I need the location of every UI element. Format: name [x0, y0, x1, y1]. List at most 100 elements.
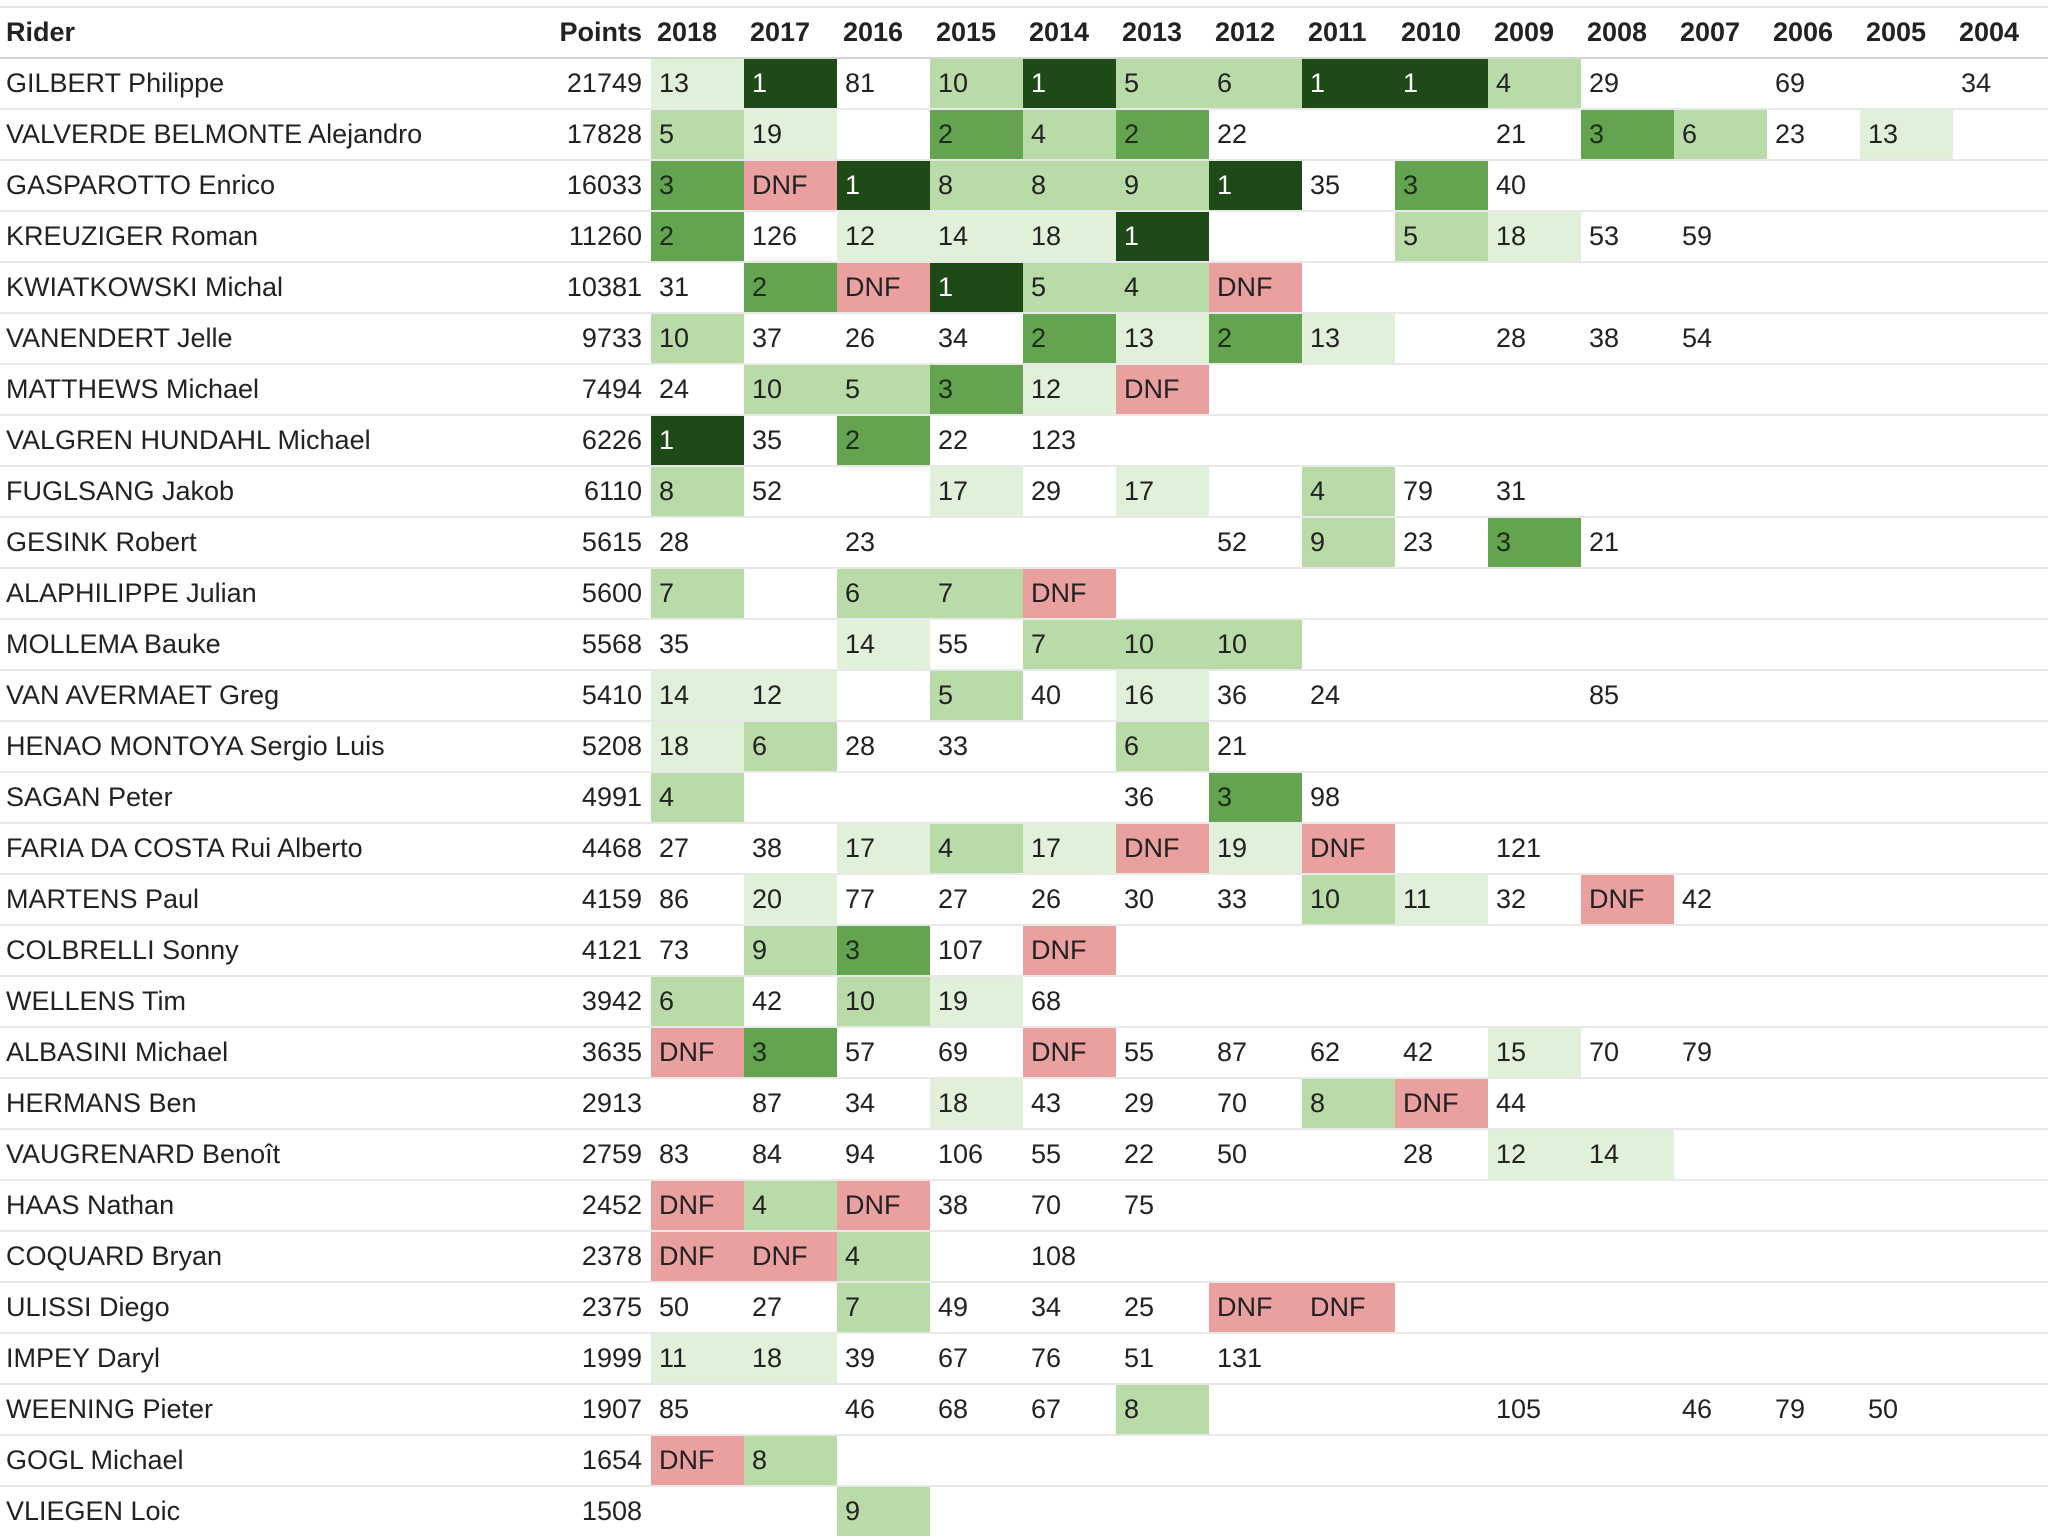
rider-name-link[interactable]: ALBASINI Michael	[0, 1026, 529, 1078]
result-cell	[1302, 1179, 1395, 1231]
result-cell	[1581, 975, 1674, 1027]
result-cell: 40	[1023, 669, 1116, 721]
rider-name-link[interactable]: VAUGRENARD Benoît	[0, 1128, 529, 1180]
result-cell: DNF	[651, 1230, 744, 1282]
result-cell	[1674, 1281, 1767, 1333]
rider-name-link[interactable]: MATTHEWS Michael	[0, 363, 529, 415]
points-cell: 5410	[529, 669, 651, 721]
column-header-year[interactable]: 2012	[1209, 8, 1302, 59]
result-cell	[1767, 1128, 1860, 1180]
result-cell	[1860, 1179, 1953, 1231]
rider-name-link[interactable]: VANENDERT Jelle	[0, 312, 529, 364]
result-cell: 68	[1023, 975, 1116, 1027]
result-cell	[1953, 516, 2048, 568]
result-cell	[1488, 1179, 1581, 1231]
rider-name-link[interactable]: WEENING Pieter	[0, 1383, 529, 1435]
column-header-year[interactable]: 2014	[1023, 8, 1116, 59]
result-cell: 11	[651, 1332, 744, 1384]
column-header-year[interactable]: 2008	[1581, 8, 1674, 59]
rider-name-link[interactable]: KREUZIGER Roman	[0, 210, 529, 262]
result-cell	[1767, 414, 1860, 466]
rider-name-link[interactable]: COLBRELLI Sonny	[0, 924, 529, 976]
column-header-year[interactable]: 2006	[1767, 8, 1860, 59]
rider-name-link[interactable]: VALVERDE BELMONTE Alejandro	[0, 108, 529, 160]
column-header-year[interactable]: 2009	[1488, 8, 1581, 59]
result-cell	[1488, 1230, 1581, 1282]
column-header-year[interactable]: 2004	[1953, 8, 2048, 59]
result-cell: 50	[1209, 1128, 1302, 1180]
table-row: MATTHEWS Michael 7494 24 10 5 3 12 DNF	[0, 363, 2048, 415]
result-cell	[1860, 465, 1953, 517]
result-cell	[1302, 924, 1395, 976]
rider-name-link[interactable]: MARTENS Paul	[0, 873, 529, 925]
column-header-year[interactable]: 2007	[1674, 8, 1767, 59]
result-cell: 1	[1209, 159, 1302, 211]
result-cell: DNF	[837, 1179, 930, 1231]
column-header-year[interactable]: 2018	[651, 8, 744, 59]
result-cell: 33	[1209, 873, 1302, 925]
result-cell	[1860, 1281, 1953, 1333]
result-cell: 4	[1488, 57, 1581, 109]
rider-name-link[interactable]: WELLENS Tim	[0, 975, 529, 1027]
result-cell: 57	[837, 1026, 930, 1078]
rider-name-link[interactable]: HERMANS Ben	[0, 1077, 529, 1129]
rider-name-link[interactable]: GILBERT Philippe	[0, 57, 529, 109]
table-row: VANENDERT Jelle 9733 10 37 26 34 2 13 2 13 28 38 54	[0, 312, 2048, 364]
column-header-year[interactable]: 2017	[744, 8, 837, 59]
results-table: Rider Points 2018 2017 2016 2015 2014 2013 2012 2…	[0, 8, 2048, 1536]
column-header-year[interactable]: 2011	[1302, 8, 1395, 59]
result-cell	[1953, 720, 2048, 772]
column-header-year[interactable]: 2013	[1116, 8, 1209, 59]
result-cell	[1395, 261, 1488, 313]
result-cell	[930, 1485, 1023, 1536]
result-cell: 28	[1488, 312, 1581, 364]
column-header-year[interactable]: 2016	[837, 8, 930, 59]
result-cell: DNF	[744, 1230, 837, 1282]
rider-name-link[interactable]: FARIA DA COSTA Rui Alberto	[0, 822, 529, 874]
table-row: SAGAN Peter 4991 4 36 3 98	[0, 771, 2048, 823]
rider-name-link[interactable]: FUGLSANG Jakob	[0, 465, 529, 517]
rider-name-link[interactable]: VLIEGEN Loic	[0, 1485, 529, 1536]
rider-name-link[interactable]: ULISSI Diego	[0, 1281, 529, 1333]
rider-name-link[interactable]: HAAS Nathan	[0, 1179, 529, 1231]
result-cell: 77	[837, 873, 930, 925]
result-cell	[1488, 771, 1581, 823]
result-cell	[1674, 924, 1767, 976]
rider-name-link[interactable]: HENAO MONTOYA Sergio Luis	[0, 720, 529, 772]
rider-name-link[interactable]: GASPAROTTO Enrico	[0, 159, 529, 211]
result-cell: 87	[744, 1077, 837, 1129]
result-cell	[1302, 975, 1395, 1027]
table-row: HERMANS Ben 2913 87 34 18 43 29 70 8 DNF 44	[0, 1077, 2048, 1129]
rider-name-link[interactable]: IMPEY Daryl	[0, 1332, 529, 1384]
rider-name-link[interactable]: VAN AVERMAET Greg	[0, 669, 529, 721]
result-cell	[1860, 669, 1953, 721]
result-cell: 108	[1023, 1230, 1116, 1282]
table-row: WEENING Pieter 1907 85 46 68 67 8 105 46 79 50	[0, 1383, 2048, 1435]
table-row: IMPEY Daryl 1999 11 18 39 67 76 51 131	[0, 1332, 2048, 1384]
rider-name-link[interactable]: VALGREN HUNDAHL Michael	[0, 414, 529, 466]
rider-name-link[interactable]: ALAPHILIPPE Julian	[0, 567, 529, 619]
result-cell: 2	[651, 210, 744, 262]
result-cell	[1953, 1485, 2048, 1536]
result-cell: 2	[930, 108, 1023, 160]
result-cell	[1674, 1230, 1767, 1282]
column-header-year[interactable]: 2015	[930, 8, 1023, 59]
rider-name-link[interactable]: KWIATKOWSKI Michal	[0, 261, 529, 313]
rider-name-link[interactable]: GOGL Michael	[0, 1434, 529, 1486]
column-header-year[interactable]: 2010	[1395, 8, 1488, 59]
rider-name-link[interactable]: COQUARD Bryan	[0, 1230, 529, 1282]
result-cell: 1	[1395, 57, 1488, 109]
result-cell	[1953, 108, 2048, 160]
result-cell: 5	[651, 108, 744, 160]
points-cell: 10381	[529, 261, 651, 313]
rider-name-link[interactable]: MOLLEMA Bauke	[0, 618, 529, 670]
result-cell: 79	[1674, 1026, 1767, 1078]
points-cell: 4991	[529, 771, 651, 823]
column-header-points[interactable]: Points	[529, 8, 651, 59]
result-cell: 6	[1674, 108, 1767, 160]
column-header-rider[interactable]: Rider	[0, 8, 529, 59]
rider-name-link[interactable]: GESINK Robert	[0, 516, 529, 568]
result-cell	[1395, 363, 1488, 415]
rider-name-link[interactable]: SAGAN Peter	[0, 771, 529, 823]
column-header-year[interactable]: 2005	[1860, 8, 1953, 59]
